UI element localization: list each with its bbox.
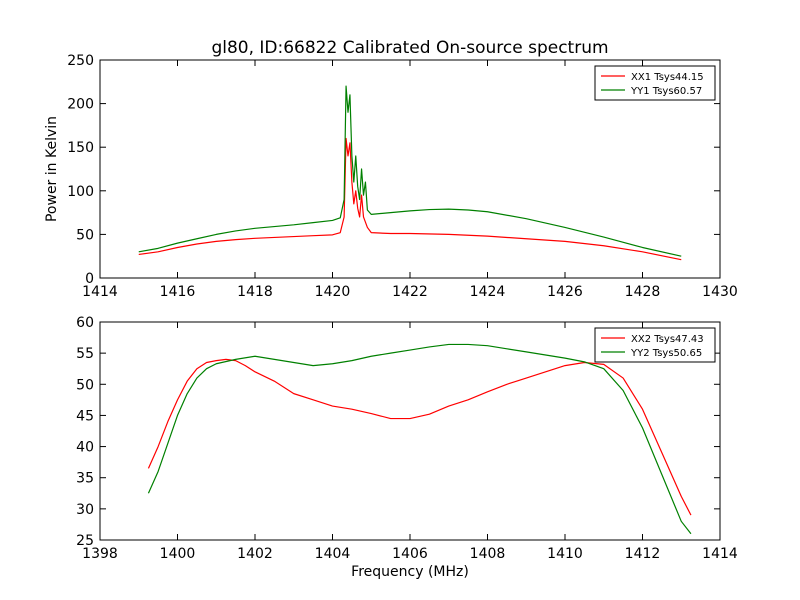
legend-label: YY1 Tsys60.57: [630, 86, 702, 97]
y-tick-label: 50: [76, 227, 94, 243]
x-tick-label: 1406: [392, 546, 428, 562]
x-tick-label: 1422: [392, 284, 428, 300]
legend-label: XX1 Tsys44.15: [631, 72, 704, 83]
x-tick-label: 1420: [315, 284, 351, 300]
x-tick-label: 1426: [547, 284, 583, 300]
y-tick-label: 50: [76, 377, 94, 393]
y-axis-title: Power in Kelvin: [44, 116, 60, 222]
x-tick-label: 1430: [702, 284, 738, 300]
y-tick-label: 0: [85, 271, 94, 287]
y-tick-label: 60: [76, 315, 94, 331]
y-tick-label: 200: [67, 97, 94, 113]
series-line-2-1: [147, 358, 692, 516]
series-line-2-2: [147, 343, 692, 535]
x-axis-title: Frequency (MHz): [351, 564, 469, 580]
panel-1: 1414 1416 1418 1420 1422 1424 1426 1428 1430 0 50 1…: [44, 53, 738, 300]
series-line-1-2: [138, 85, 682, 257]
x-tick-label: 1428: [625, 284, 661, 300]
y-tick-label: 150: [67, 140, 94, 156]
x-tick-label: 1410: [547, 546, 583, 562]
legend-box: [594, 327, 716, 363]
x-tick-label: 1414: [82, 284, 118, 300]
x-tick-label: 1416: [160, 284, 196, 300]
legend-2: XX2 Tsys47.43 YY2 Tsys50.65: [594, 327, 716, 363]
x-tick-label: 1418: [237, 284, 273, 300]
y-tick-label: 40: [76, 440, 94, 456]
y-tick-label: 35: [76, 471, 94, 487]
x-tick-label: 1424: [470, 284, 506, 300]
y-tick-label: 100: [67, 184, 94, 200]
y-tick-label: 30: [76, 502, 94, 518]
x-tick-label: 1400: [160, 546, 196, 562]
x-tick-label: 1398: [82, 546, 118, 562]
legend-1: XX1 Tsys44.15 YY1 Tsys60.57: [594, 65, 716, 101]
series-line-1-1: [138, 137, 682, 261]
legend-box: [594, 65, 716, 101]
y-tick-label: 55: [76, 346, 94, 362]
y-tick-label: 45: [76, 408, 94, 424]
plot-layer: 1414 1416 1418 1420 1422 1424 1426 1428 14300501…: [44, 53, 738, 580]
x-tick-label: 1414: [702, 546, 738, 562]
legend-label: XX2 Tsys47.43: [631, 334, 704, 345]
x-tick-label: 1412: [625, 546, 661, 562]
legend-label: YY2 Tsys50.65: [630, 348, 702, 359]
y-tick-label: 25: [76, 533, 94, 549]
panel-2: 1398 1400 1402 1404 1406 1408 1410 1412 1414 25 30…: [76, 315, 738, 580]
x-tick-label: 1404: [315, 546, 351, 562]
y-tick-label: 250: [67, 53, 94, 69]
x-tick-label: 1408: [470, 546, 506, 562]
x-tick-label: 1402: [237, 546, 273, 562]
chart-title: gl80, ID:66822 Calibrated On-source spec…: [211, 38, 608, 58]
